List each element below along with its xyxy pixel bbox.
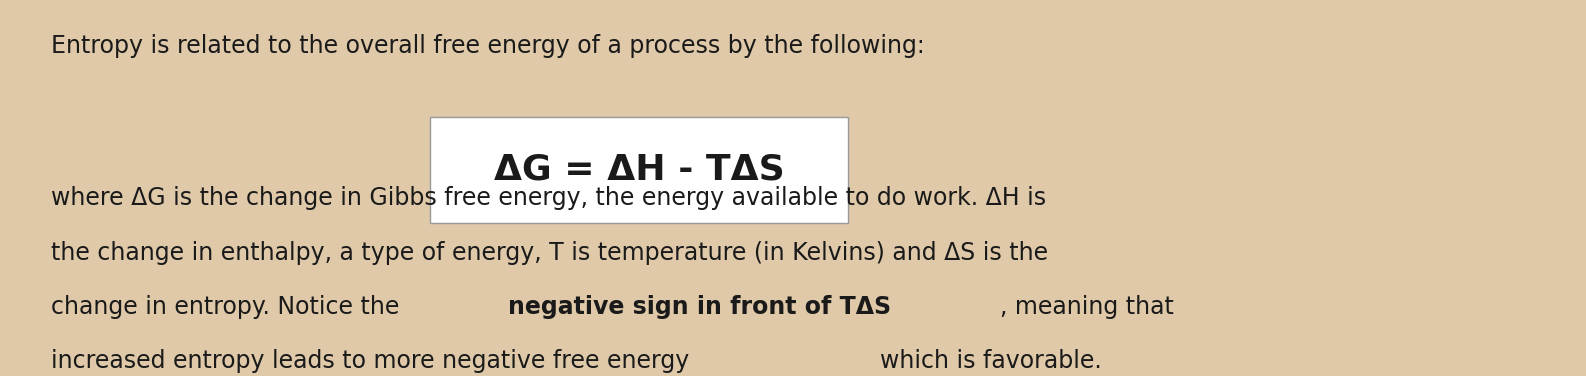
Text: where ΔG is the change in Gibbs free energy, the energy available to do work. ΔH: where ΔG is the change in Gibbs free ene… xyxy=(51,186,1047,210)
Text: the change in enthalpy, a type of energy, T is temperature (in Kelvins) and ΔS i: the change in enthalpy, a type of energy… xyxy=(51,241,1048,265)
Text: , meaning that: , meaning that xyxy=(1001,295,1174,319)
Text: change in entropy. Notice the: change in entropy. Notice the xyxy=(51,295,408,319)
Text: which is favorable.: which is favorable. xyxy=(880,349,1102,373)
Text: negative sign in front of TΔS: negative sign in front of TΔS xyxy=(508,295,891,319)
Text: increased entropy leads to more negative free energy: increased entropy leads to more negative… xyxy=(51,349,698,373)
Text: ΔG = ΔH - TΔS: ΔG = ΔH - TΔS xyxy=(493,153,785,187)
FancyBboxPatch shape xyxy=(430,117,849,223)
Text: Entropy is related to the overall free energy of a process by the following:: Entropy is related to the overall free e… xyxy=(51,35,925,58)
